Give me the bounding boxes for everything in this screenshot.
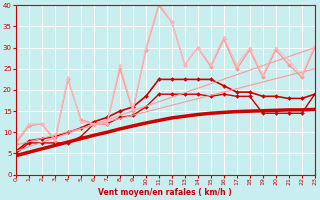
X-axis label: Vent moyen/en rafales ( km/h ): Vent moyen/en rafales ( km/h ) xyxy=(99,188,232,197)
